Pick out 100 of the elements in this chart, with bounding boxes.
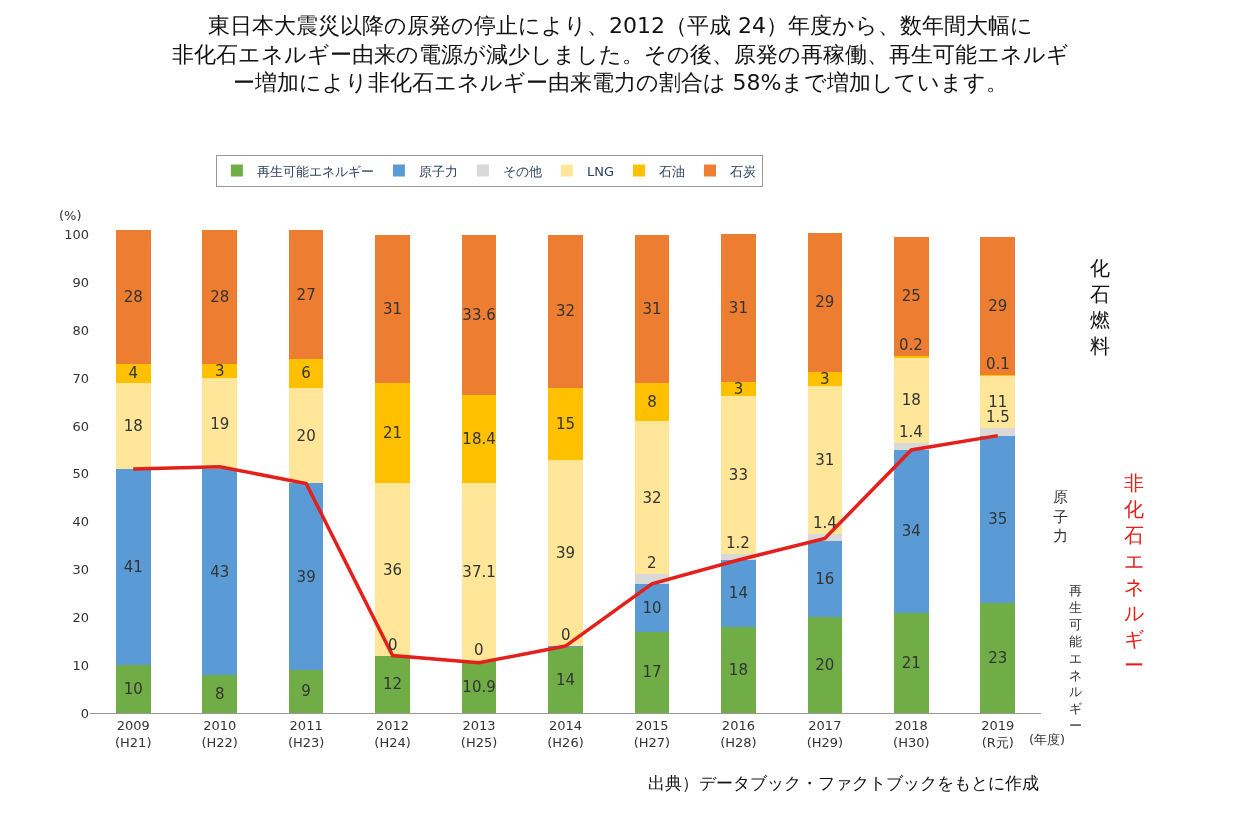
data-label: 27 xyxy=(296,285,316,304)
y-tick-label: 90 xyxy=(72,275,89,291)
y-tick-label: 0 xyxy=(80,705,89,721)
text: 化石燃料 xyxy=(1090,256,1110,358)
data-label: 21 xyxy=(901,653,921,672)
data-label: 19 xyxy=(210,414,230,433)
bar xyxy=(980,375,1016,429)
bar xyxy=(202,230,237,364)
data-label: 14 xyxy=(555,670,576,689)
bar xyxy=(548,646,583,713)
data-label: 25 xyxy=(901,287,921,306)
x-tick-label: 2011 (H23) xyxy=(287,717,325,750)
y-tick-label: 100 xyxy=(64,227,89,243)
data-label: 31 xyxy=(815,451,835,470)
data-label: 39 xyxy=(296,567,316,586)
x-tick-label: 2010 (H22) xyxy=(201,717,238,750)
bar xyxy=(202,378,237,470)
data-label: 29 xyxy=(988,297,1008,316)
data-label: 18.4 xyxy=(462,430,496,449)
x-tick-label: 2018 (H30) xyxy=(893,717,930,750)
data-label: 34 xyxy=(901,522,921,541)
data-label: 3 xyxy=(214,362,225,381)
data-label: 10 xyxy=(642,598,662,617)
data-label: 18 xyxy=(901,391,921,410)
x-tick-label: 2017 (H29) xyxy=(806,717,844,750)
data-label: 10.9 xyxy=(462,677,496,696)
data-label: 3 xyxy=(820,369,830,388)
data-label: 23 xyxy=(988,649,1008,668)
bar xyxy=(288,483,324,670)
data-label: 20 xyxy=(296,426,316,445)
data-label: 32 xyxy=(642,488,662,507)
bar xyxy=(721,559,756,627)
data-label: 18 xyxy=(728,660,748,679)
bar xyxy=(461,483,497,661)
bar xyxy=(548,234,583,388)
data-label: 31 xyxy=(728,298,748,317)
y-tick-label: 30 xyxy=(72,562,89,578)
data-label: 18 xyxy=(123,417,143,436)
data-label: 1.4 xyxy=(899,423,923,441)
bar xyxy=(548,459,583,647)
y-tick-label: 80 xyxy=(72,322,89,338)
x-tick-label: 2019 (R元) xyxy=(981,717,1015,750)
data-label: 37.1 xyxy=(462,563,496,582)
x-tick-label: 2012 (H24) xyxy=(374,717,411,750)
text: 非化石エネルギー xyxy=(1124,471,1144,677)
data-label: 1.5 xyxy=(986,408,1010,426)
data-label: 29 xyxy=(815,293,835,312)
data-label: 8 xyxy=(647,393,657,412)
bar xyxy=(375,655,410,713)
data-label: 31 xyxy=(383,299,403,318)
bar xyxy=(721,396,756,555)
y-tick-label: 70 xyxy=(72,370,89,386)
x-tick-label: 2014 (H26) xyxy=(547,717,584,750)
legend-label: その他 xyxy=(502,163,542,179)
text: 原子力 xyxy=(1053,488,1068,545)
data-label: 39 xyxy=(555,543,576,562)
bar xyxy=(461,234,497,396)
data-label: 32 xyxy=(555,302,576,321)
bar xyxy=(980,428,1016,436)
bar xyxy=(634,383,670,422)
bar xyxy=(288,359,324,388)
bar xyxy=(980,236,1016,376)
bar xyxy=(202,674,237,713)
data-label: 12 xyxy=(383,675,403,694)
bar xyxy=(375,483,410,656)
bar xyxy=(894,612,929,713)
data-label: 0 xyxy=(388,636,398,654)
data-label: 15 xyxy=(555,414,576,433)
legend-label: LNG xyxy=(586,163,614,179)
bar xyxy=(634,421,670,575)
data-label: 33 xyxy=(728,466,748,485)
bar xyxy=(980,435,1016,604)
data-label: 1.4 xyxy=(813,514,837,532)
x-tick-label: 2016 (H28) xyxy=(720,717,757,750)
data-label: 2 xyxy=(647,554,657,572)
legend-label: 再生可能エネルギー xyxy=(256,163,374,179)
bar xyxy=(288,387,324,484)
bar xyxy=(894,357,929,444)
x-tick-label: 2015 (H27) xyxy=(633,717,671,750)
x-axis-title: (年度) xyxy=(1029,732,1066,747)
y-tick-label: 60 xyxy=(72,418,89,434)
bar xyxy=(807,617,843,713)
bar xyxy=(115,363,151,384)
data-label: 3 xyxy=(733,380,744,399)
bar xyxy=(721,626,756,713)
bar xyxy=(548,387,583,460)
data-label: 17 xyxy=(642,663,662,682)
data-label: 20 xyxy=(815,656,835,675)
bar xyxy=(807,385,843,535)
data-label: 35 xyxy=(988,510,1008,529)
data-label: 0 xyxy=(474,641,484,659)
bar xyxy=(980,603,1016,713)
chart-title: 東日本大震災以降の原発の停止により、2012（平成 24）年度から、数年間大幅に非化石エネルギー由来の電源が減少しました。その後、原発の再稼働、再生可能エネルギー増加により非化石エネルギー由来電力の割合は 58%まで増加しています。 xyxy=(172,12,1069,96)
y-tick-label: 40 xyxy=(72,514,89,530)
source-note: 出典）データブック・ファクトブックをもとに作成 xyxy=(648,773,1039,793)
data-label: 36 xyxy=(383,560,403,579)
bar xyxy=(894,449,929,613)
bar xyxy=(115,383,151,470)
data-label: 21 xyxy=(383,424,403,443)
bar xyxy=(288,230,324,360)
